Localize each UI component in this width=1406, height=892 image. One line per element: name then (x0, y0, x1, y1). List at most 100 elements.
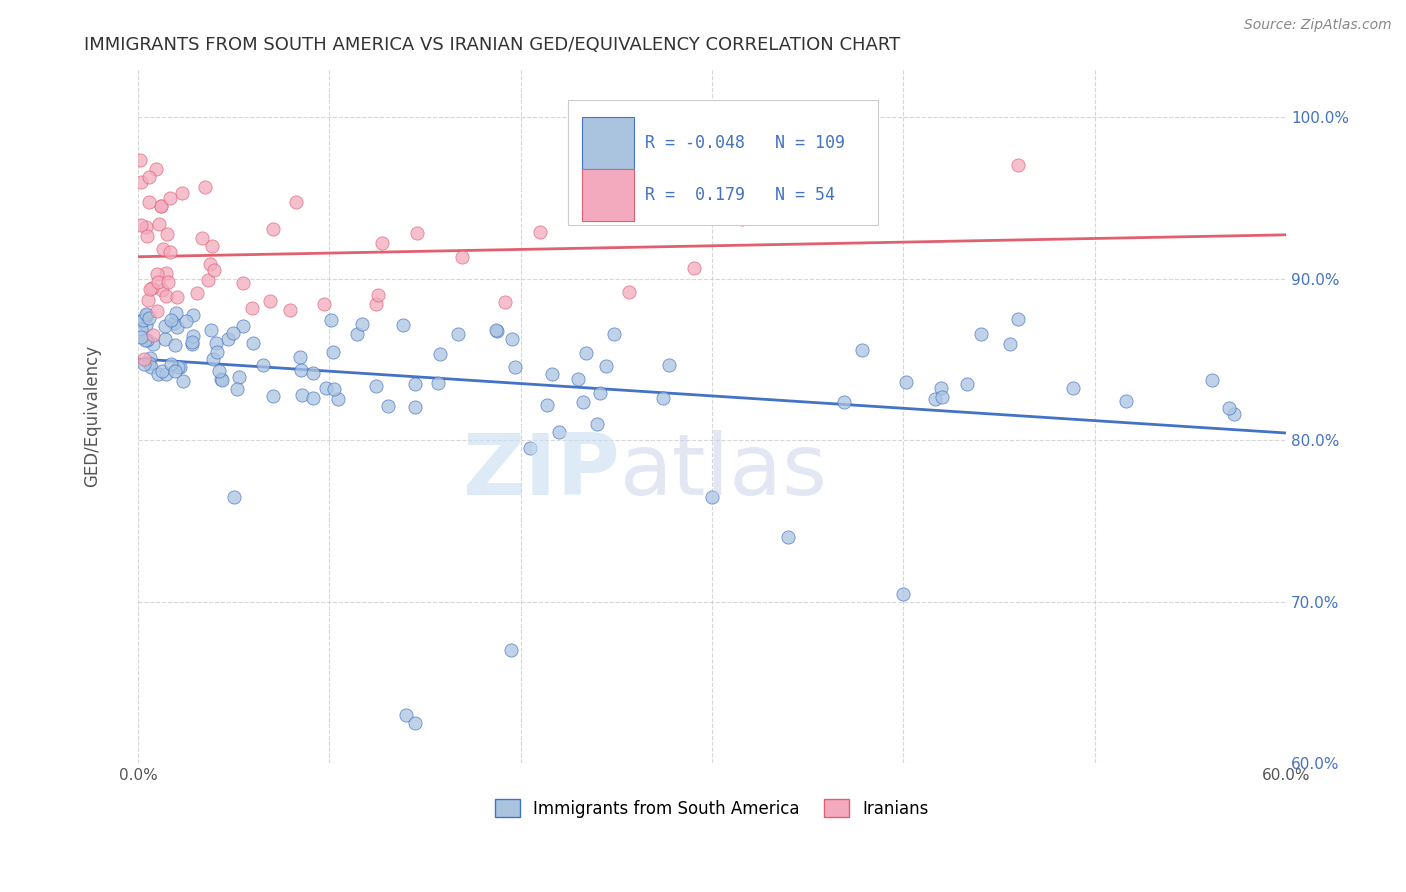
Point (135, 228, 157, 243)
Point (529, 225, 551, 239)
FancyBboxPatch shape (568, 100, 879, 225)
Point (139, 359, 162, 374)
Point (894, 375, 917, 389)
Point (131, 175, 153, 189)
Point (135, 219, 157, 234)
Point (163, 316, 186, 330)
Point (485, 323, 508, 337)
Point (931, 391, 953, 405)
Point (197, 273, 219, 287)
Point (228, 370, 250, 384)
Point (159, 245, 181, 260)
Text: IMMIGRANTS FROM SOUTH AMERICA VS IRANIAN GED/EQUIVALENCY CORRELATION CHART: IMMIGRANTS FROM SOUTH AMERICA VS IRANIAN… (84, 36, 901, 54)
Point (586, 417, 609, 431)
Point (571, 395, 593, 409)
Point (575, 346, 598, 360)
Point (200, 323, 222, 337)
Point (132, 357, 155, 371)
Point (499, 643, 522, 657)
Point (503, 359, 526, 374)
Point (285, 194, 308, 209)
Point (167, 360, 190, 375)
Point (132, 313, 155, 327)
Point (319, 312, 342, 326)
Text: Source: ZipAtlas.com: Source: ZipAtlas.com (1244, 18, 1392, 32)
Point (326, 392, 349, 406)
Point (501, 332, 523, 346)
Point (851, 343, 873, 358)
Point (924, 392, 946, 406)
Point (404, 715, 426, 730)
Point (929, 381, 952, 395)
Point (163, 338, 186, 352)
Point (364, 379, 387, 393)
Point (352, 317, 374, 331)
Point (315, 381, 337, 395)
Point (494, 295, 516, 310)
Point (290, 363, 312, 377)
Point (891, 586, 914, 600)
Point (232, 276, 254, 290)
Point (322, 345, 344, 359)
Point (1222, 407, 1244, 421)
Point (955, 377, 977, 392)
Point (155, 288, 177, 302)
Point (129, 153, 152, 167)
Point (136, 308, 159, 322)
Point (208, 364, 231, 378)
Point (451, 250, 474, 264)
Text: GED/Equivalency: GED/Equivalency (83, 345, 101, 487)
Point (200, 257, 222, 271)
Point (567, 371, 589, 385)
Point (404, 376, 426, 391)
Point (278, 303, 301, 318)
Point (181, 308, 204, 322)
FancyBboxPatch shape (582, 169, 634, 221)
Point (134, 333, 156, 347)
Point (1201, 373, 1223, 387)
Point (1007, 312, 1029, 326)
Point (157, 275, 180, 289)
Point (129, 219, 152, 233)
Point (138, 169, 160, 184)
Point (146, 368, 169, 382)
Point (153, 318, 176, 333)
Point (170, 186, 193, 200)
Point (778, 530, 800, 544)
Point (225, 382, 247, 396)
Point (364, 296, 387, 310)
FancyBboxPatch shape (582, 117, 634, 169)
Point (129, 314, 152, 328)
Point (262, 221, 284, 235)
Text: ZIP: ZIP (463, 430, 620, 513)
Text: R = -0.048   N = 109: R = -0.048 N = 109 (645, 134, 845, 153)
Point (1062, 381, 1084, 395)
Point (217, 332, 239, 346)
Point (700, 490, 723, 504)
Point (602, 327, 624, 342)
Point (146, 275, 169, 289)
Point (204, 263, 226, 277)
Point (153, 332, 176, 346)
Point (259, 293, 281, 308)
Point (156, 227, 179, 241)
Point (392, 318, 415, 333)
Point (136, 293, 159, 307)
Point (169, 359, 191, 374)
Point (595, 359, 617, 373)
Point (209, 372, 232, 386)
Point (148, 217, 170, 231)
Point (619, 285, 641, 300)
Point (186, 286, 208, 301)
Point (139, 351, 162, 365)
Point (191, 231, 214, 245)
Point (290, 351, 312, 365)
Point (150, 364, 173, 378)
Point (536, 398, 558, 412)
Point (132, 352, 155, 367)
Point (135, 307, 157, 321)
Point (160, 313, 183, 327)
Legend: Immigrants from South America, Iranians: Immigrants from South America, Iranians (488, 793, 936, 824)
Point (180, 337, 202, 351)
Point (183, 328, 205, 343)
